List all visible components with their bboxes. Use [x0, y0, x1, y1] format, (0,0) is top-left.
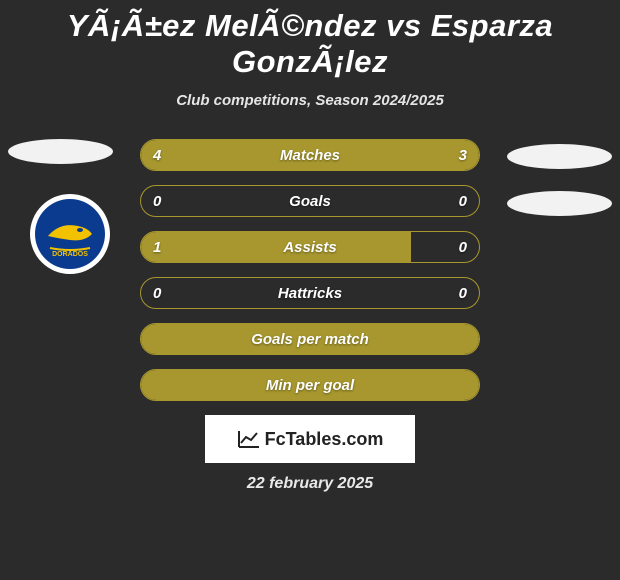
- brand-text: FcTables.com: [265, 429, 384, 450]
- stat-row: Hattricks0 0: [140, 277, 480, 309]
- stats-list: Matches43Goals00Assists10Hattricks00Goal…: [140, 139, 480, 401]
- comparison-area: DORADOS Matches43Goals00Assists10Hattric…: [0, 139, 620, 401]
- stat-value-right: 3: [459, 140, 467, 170]
- svg-text:DORADOS: DORADOS: [52, 251, 88, 258]
- stat-value-right: 0: [459, 232, 467, 262]
- stat-row: Min per goal: [140, 369, 480, 401]
- club-logo: DORADOS: [30, 194, 110, 274]
- stat-label: Matches: [141, 140, 479, 170]
- stat-label: Goals: [141, 186, 479, 216]
- stat-value-left: 4: [153, 140, 161, 170]
- stat-label: Goals per match: [141, 324, 479, 354]
- stat-value-right: 0: [459, 278, 467, 308]
- subtitle: Club competitions, Season 2024/2025: [0, 92, 620, 109]
- stat-value-left: 0: [153, 278, 161, 308]
- player-badge-right-1: [507, 144, 612, 169]
- stat-row: Goals per match: [140, 323, 480, 355]
- stat-row: Goals0 0: [140, 185, 480, 217]
- stat-value-left: 0: [153, 186, 161, 216]
- brand-logo: FcTables.com: [205, 415, 415, 463]
- stat-label: Min per goal: [141, 370, 479, 400]
- stat-label: Hattricks: [141, 278, 479, 308]
- stat-value-left: 1: [153, 232, 161, 262]
- player-badge-left: [8, 139, 113, 164]
- stat-row: Matches4 3: [140, 139, 480, 171]
- page-title: YÃ¡Ã±ez MelÃ©ndez vs Esparza GonzÃ¡lez: [0, 8, 620, 80]
- stat-value-right: 0: [459, 186, 467, 216]
- player-badge-right-2: [507, 191, 612, 216]
- stat-label: Assists: [141, 232, 479, 262]
- stat-row: Assists1 0: [140, 231, 480, 263]
- footer-date: 22 february 2025: [0, 475, 620, 493]
- chart-icon: [237, 429, 261, 449]
